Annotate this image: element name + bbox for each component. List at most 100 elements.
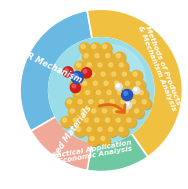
Circle shape xyxy=(99,99,109,110)
Circle shape xyxy=(107,61,118,72)
Circle shape xyxy=(95,89,105,100)
Circle shape xyxy=(108,62,118,73)
Circle shape xyxy=(132,71,143,82)
Circle shape xyxy=(102,44,107,49)
Circle shape xyxy=(89,71,100,82)
Circle shape xyxy=(76,127,80,131)
Circle shape xyxy=(112,108,123,119)
Circle shape xyxy=(90,72,94,76)
Wedge shape xyxy=(20,10,92,131)
Circle shape xyxy=(67,100,71,104)
Circle shape xyxy=(124,109,128,113)
Circle shape xyxy=(102,109,106,113)
Circle shape xyxy=(113,109,117,113)
Circle shape xyxy=(72,81,76,85)
Circle shape xyxy=(18,7,184,174)
Circle shape xyxy=(105,53,115,64)
Circle shape xyxy=(102,108,112,119)
Circle shape xyxy=(80,72,84,76)
Circle shape xyxy=(82,52,93,63)
Circle shape xyxy=(63,67,73,77)
Circle shape xyxy=(118,91,122,94)
Circle shape xyxy=(131,70,142,81)
Circle shape xyxy=(92,44,96,49)
Circle shape xyxy=(84,54,88,58)
Circle shape xyxy=(90,43,101,53)
Circle shape xyxy=(116,89,127,100)
Circle shape xyxy=(91,108,102,119)
Circle shape xyxy=(124,102,132,109)
Circle shape xyxy=(117,90,127,101)
Circle shape xyxy=(122,107,133,118)
Circle shape xyxy=(83,117,94,128)
Circle shape xyxy=(63,118,67,122)
Circle shape xyxy=(133,72,137,76)
Circle shape xyxy=(88,70,99,81)
Circle shape xyxy=(95,54,99,58)
Circle shape xyxy=(111,107,122,118)
Circle shape xyxy=(118,61,128,72)
Circle shape xyxy=(109,99,120,110)
Circle shape xyxy=(138,90,149,101)
Circle shape xyxy=(89,136,100,146)
Circle shape xyxy=(72,84,76,88)
Circle shape xyxy=(72,116,82,127)
Circle shape xyxy=(126,117,137,128)
Circle shape xyxy=(119,98,130,109)
Circle shape xyxy=(121,71,132,82)
Circle shape xyxy=(81,68,92,78)
Circle shape xyxy=(135,109,139,113)
Circle shape xyxy=(85,126,96,136)
Circle shape xyxy=(49,38,154,143)
Circle shape xyxy=(122,72,126,76)
Circle shape xyxy=(92,109,96,113)
Circle shape xyxy=(74,74,78,78)
Circle shape xyxy=(85,90,96,101)
Circle shape xyxy=(97,62,108,73)
Circle shape xyxy=(140,98,151,109)
Circle shape xyxy=(124,81,135,91)
Circle shape xyxy=(102,44,112,54)
Circle shape xyxy=(135,81,146,91)
Circle shape xyxy=(104,116,114,127)
Circle shape xyxy=(90,136,94,141)
Wedge shape xyxy=(87,9,183,157)
Circle shape xyxy=(120,99,131,110)
Circle shape xyxy=(134,80,145,90)
Circle shape xyxy=(142,100,146,104)
Circle shape xyxy=(98,63,102,67)
Circle shape xyxy=(100,71,111,82)
Circle shape xyxy=(72,117,83,128)
Circle shape xyxy=(104,52,114,63)
Circle shape xyxy=(115,53,126,64)
Circle shape xyxy=(81,80,92,90)
Circle shape xyxy=(71,81,82,91)
Circle shape xyxy=(136,81,140,85)
Circle shape xyxy=(76,98,87,109)
Circle shape xyxy=(76,127,86,137)
Circle shape xyxy=(95,118,99,122)
Circle shape xyxy=(118,62,129,73)
Circle shape xyxy=(77,63,81,67)
Circle shape xyxy=(116,118,120,122)
Circle shape xyxy=(84,118,88,122)
Circle shape xyxy=(86,91,90,94)
Circle shape xyxy=(108,98,119,109)
Circle shape xyxy=(123,108,134,119)
Circle shape xyxy=(81,44,85,49)
Circle shape xyxy=(92,81,103,91)
Circle shape xyxy=(134,88,137,91)
Circle shape xyxy=(131,100,136,104)
Circle shape xyxy=(110,70,121,81)
Circle shape xyxy=(109,63,113,67)
Circle shape xyxy=(130,98,140,109)
Circle shape xyxy=(93,81,97,85)
Circle shape xyxy=(76,62,86,73)
Circle shape xyxy=(83,70,87,73)
Circle shape xyxy=(99,135,110,146)
Circle shape xyxy=(98,98,108,109)
Circle shape xyxy=(124,91,128,95)
Circle shape xyxy=(141,99,152,110)
Circle shape xyxy=(101,72,105,76)
Circle shape xyxy=(139,91,143,94)
